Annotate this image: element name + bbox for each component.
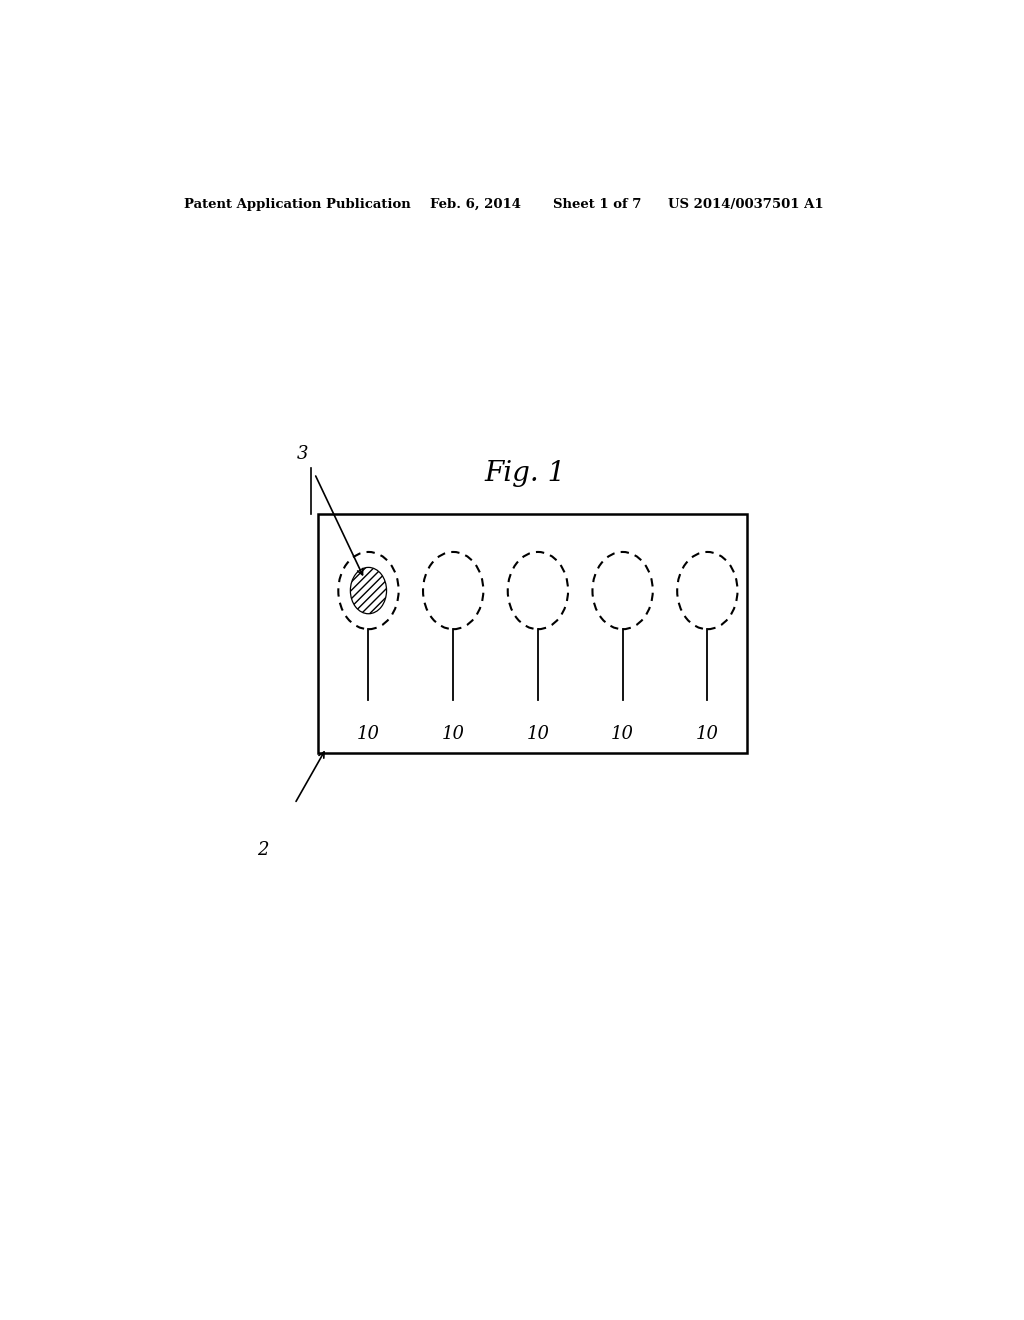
Text: Patent Application Publication: Patent Application Publication: [183, 198, 411, 211]
Text: 10: 10: [441, 725, 465, 743]
Text: Feb. 6, 2014: Feb. 6, 2014: [430, 198, 520, 211]
Circle shape: [350, 568, 386, 614]
Text: 3: 3: [297, 445, 308, 463]
Text: 10: 10: [526, 725, 550, 743]
Text: US 2014/0037501 A1: US 2014/0037501 A1: [668, 198, 823, 211]
Text: 10: 10: [357, 725, 380, 743]
Text: 10: 10: [696, 725, 719, 743]
Text: 2: 2: [257, 841, 268, 858]
Text: Fig. 1: Fig. 1: [484, 459, 565, 487]
Text: Sheet 1 of 7: Sheet 1 of 7: [553, 198, 641, 211]
Text: 10: 10: [611, 725, 634, 743]
Bar: [318, 515, 748, 752]
